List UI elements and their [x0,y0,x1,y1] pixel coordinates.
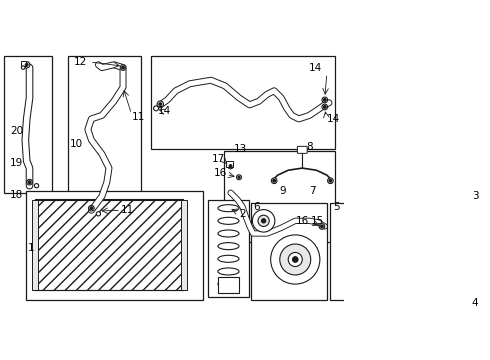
Circle shape [271,178,277,184]
Circle shape [467,226,473,232]
Text: 17: 17 [212,154,225,164]
Circle shape [34,184,39,188]
Circle shape [440,238,451,249]
Circle shape [329,179,332,182]
Text: 1: 1 [28,243,35,253]
Bar [208,200,249,297]
Circle shape [366,249,393,277]
Text: 9: 9 [280,186,287,196]
Circle shape [90,207,93,210]
Bar [411,191,481,300]
Circle shape [322,97,328,103]
Circle shape [328,178,333,184]
Text: 12: 12 [74,57,87,67]
Ellipse shape [218,243,239,249]
Text: 18: 18 [10,190,23,200]
Bar [251,203,327,300]
FancyBboxPatch shape [449,285,458,293]
Circle shape [423,221,468,266]
Text: 16: 16 [296,216,309,226]
Circle shape [157,101,164,107]
Circle shape [346,215,371,240]
Text: 14: 14 [309,63,322,73]
Circle shape [252,210,275,232]
Ellipse shape [218,255,239,262]
Bar [218,277,239,293]
Bar [32,200,38,290]
Text: 3: 3 [472,191,479,201]
Bar [68,56,141,221]
Bar [151,56,335,149]
Circle shape [280,244,311,275]
Circle shape [288,252,302,266]
Circle shape [120,65,126,71]
Bar [330,203,406,300]
Circle shape [25,63,28,66]
Circle shape [323,105,326,108]
FancyBboxPatch shape [297,146,307,153]
Circle shape [159,103,162,105]
Circle shape [443,212,448,218]
Text: 4: 4 [472,298,478,308]
Text: 6: 6 [253,202,260,212]
Circle shape [319,224,325,229]
Bar [181,200,187,290]
Circle shape [258,215,269,226]
Text: 10: 10 [70,139,83,149]
Text: 15: 15 [311,216,324,226]
Text: 20: 20 [10,126,23,136]
Circle shape [356,225,361,231]
Circle shape [270,235,320,284]
Circle shape [22,66,25,69]
Circle shape [467,255,473,260]
Circle shape [418,226,424,232]
Circle shape [262,219,266,223]
Circle shape [28,181,31,184]
Circle shape [293,257,298,262]
Circle shape [228,163,233,169]
Text: 5: 5 [333,202,340,212]
Ellipse shape [218,205,239,212]
Text: 8: 8 [306,142,313,152]
Text: 19: 19 [10,158,23,168]
Bar [26,191,203,300]
Circle shape [414,212,477,275]
Circle shape [237,175,242,180]
Circle shape [371,255,388,271]
Text: 2: 2 [239,209,245,219]
Bar [4,56,52,193]
Circle shape [433,231,458,256]
Bar [35,200,183,290]
Circle shape [229,165,232,167]
Bar [223,150,335,242]
Circle shape [351,221,366,235]
FancyBboxPatch shape [369,220,376,231]
Text: 14: 14 [327,114,340,124]
Circle shape [24,62,30,68]
Ellipse shape [218,217,239,224]
Circle shape [323,99,326,101]
Ellipse shape [218,268,239,275]
Circle shape [443,269,448,274]
Circle shape [418,255,424,260]
Circle shape [89,205,94,211]
Circle shape [273,179,275,182]
Bar [21,61,26,66]
Circle shape [27,179,32,185]
Ellipse shape [218,230,239,237]
Circle shape [97,212,100,216]
Ellipse shape [218,280,239,288]
Circle shape [320,225,323,228]
Text: 13: 13 [234,144,247,154]
Circle shape [238,176,240,178]
Circle shape [153,106,159,111]
Text: 7: 7 [309,186,316,196]
Text: 11: 11 [121,205,134,215]
Text: 14: 14 [157,106,171,116]
Circle shape [122,66,124,69]
Text: 11: 11 [132,112,146,122]
Text: 16: 16 [214,168,227,178]
Circle shape [322,104,328,110]
Bar [226,161,233,167]
